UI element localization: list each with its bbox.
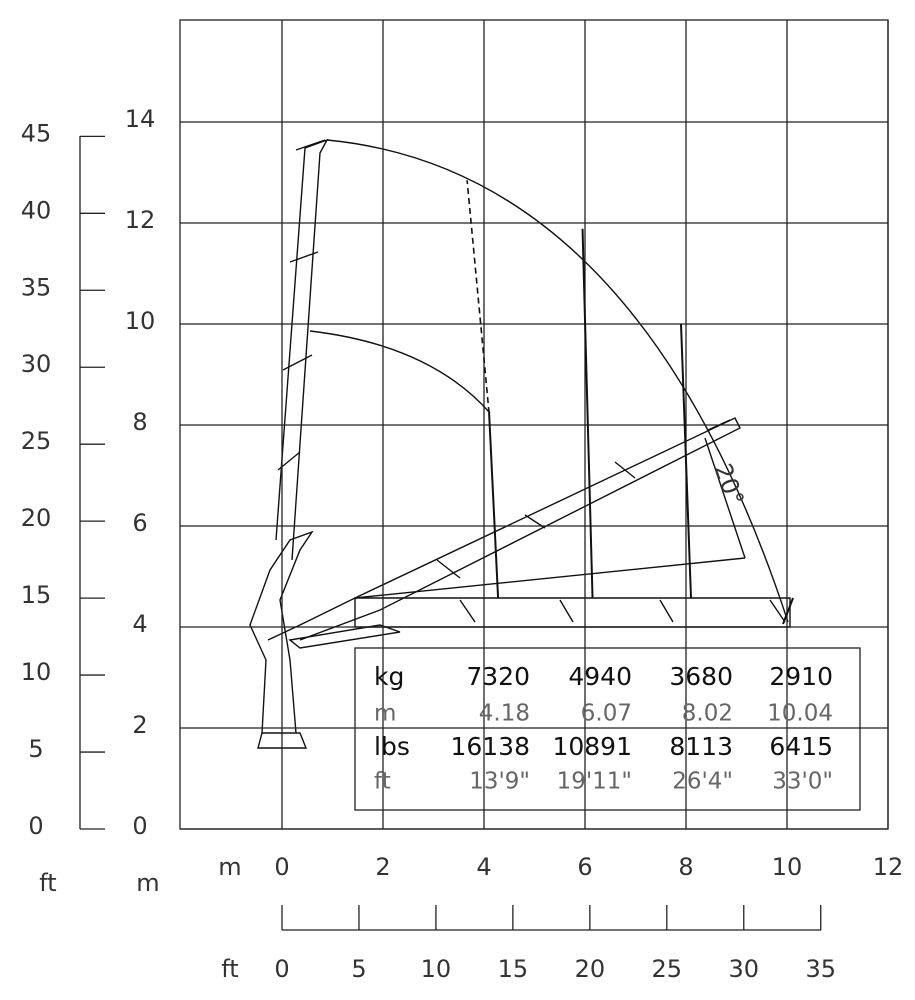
y-ft-tick-label: 35 — [21, 273, 52, 301]
y-ft-tick-label: 15 — [21, 581, 52, 609]
x-ft-tick-label: 35 — [805, 955, 836, 983]
x-ft-tick-label: 0 — [274, 955, 289, 983]
y-ft-tick-label: 30 — [21, 350, 52, 378]
y-ft-unit: ft — [39, 869, 56, 897]
x-ft-tick-label: 10 — [421, 955, 452, 983]
table-cell: 10891 — [552, 732, 632, 761]
x-m-tick-label: 4 — [476, 853, 491, 881]
x-m-tick-label: 8 — [678, 853, 693, 881]
y-m-tick-label: 0 — [132, 812, 147, 840]
y-m-tick-label: 2 — [132, 711, 147, 739]
table-row-label: lbs — [374, 732, 410, 761]
table-cell: 13'9" — [469, 769, 530, 795]
x-m-unit: m — [218, 853, 241, 881]
table-cell: 33'0" — [772, 769, 833, 795]
x-ft-unit: ft — [221, 955, 238, 983]
table-cell: 7320 — [466, 662, 530, 691]
x-ft-tick-label: 5 — [351, 955, 366, 983]
x-m-tick-label: 0 — [274, 853, 289, 881]
y-ft-tick-label: 40 — [21, 196, 52, 224]
reach-line — [488, 412, 500, 599]
x-ft-tick-label: 25 — [652, 955, 683, 983]
table-row-label: m — [374, 701, 396, 727]
table-cell: 19'11" — [557, 769, 632, 795]
x-m-tick-label: 6 — [577, 853, 592, 881]
y-m-tick-label: 6 — [132, 509, 147, 537]
y-ft-tick-label: 5 — [28, 735, 43, 763]
outer-arc — [326, 139, 789, 623]
table-cell: 4940 — [568, 662, 632, 691]
x-m-tick-label: 2 — [375, 853, 390, 881]
table-cell: 8113 — [669, 732, 733, 761]
load-table-box — [354, 647, 861, 811]
y-m-tick-label: 12 — [125, 206, 156, 234]
reach-line — [680, 324, 693, 599]
y-m-unit: m — [136, 869, 159, 897]
y-ft-tick-label: 0 — [28, 812, 43, 840]
x-ft-tick-label: 20 — [575, 955, 606, 983]
inner-arc — [309, 330, 491, 414]
x-m-tick-label: 10 — [772, 853, 803, 881]
table-row-label: kg — [374, 662, 404, 691]
x-m-tick-label: 12 — [873, 853, 904, 881]
y-ft-tick-label: 20 — [21, 504, 52, 532]
table-cell: 6.07 — [581, 701, 632, 727]
crane-drawing — [249, 138, 791, 749]
table-cell: 3680 — [669, 662, 733, 691]
x-ft-tick-label: 15 — [498, 955, 529, 983]
reach-line — [782, 597, 794, 625]
table-cell: 16138 — [450, 732, 530, 761]
table-cell: 4.18 — [479, 701, 530, 727]
y-m-tick-label: 4 — [132, 610, 147, 638]
y-ft-tick-label: 10 — [21, 658, 52, 686]
table-cell: 10.04 — [767, 701, 833, 727]
y-ft-tick-label: 45 — [21, 119, 52, 147]
table-cell: 8.02 — [682, 701, 733, 727]
table-cell: 2910 — [769, 662, 833, 691]
y-ft-tick-label: 25 — [21, 427, 52, 455]
reach-line — [581, 228, 594, 599]
table-cell: 26'4" — [672, 769, 733, 795]
y-m-tick-label: 8 — [132, 408, 147, 436]
y-m-tick-label: 14 — [125, 105, 156, 133]
y-m-tick-label: 10 — [125, 307, 156, 335]
table-cell: 6415 — [769, 732, 833, 761]
table-row-label: ft — [374, 769, 391, 795]
angle-label: 20° — [709, 460, 750, 510]
reach-line-dashed — [466, 180, 490, 414]
x-ft-tick-label: 30 — [728, 955, 759, 983]
